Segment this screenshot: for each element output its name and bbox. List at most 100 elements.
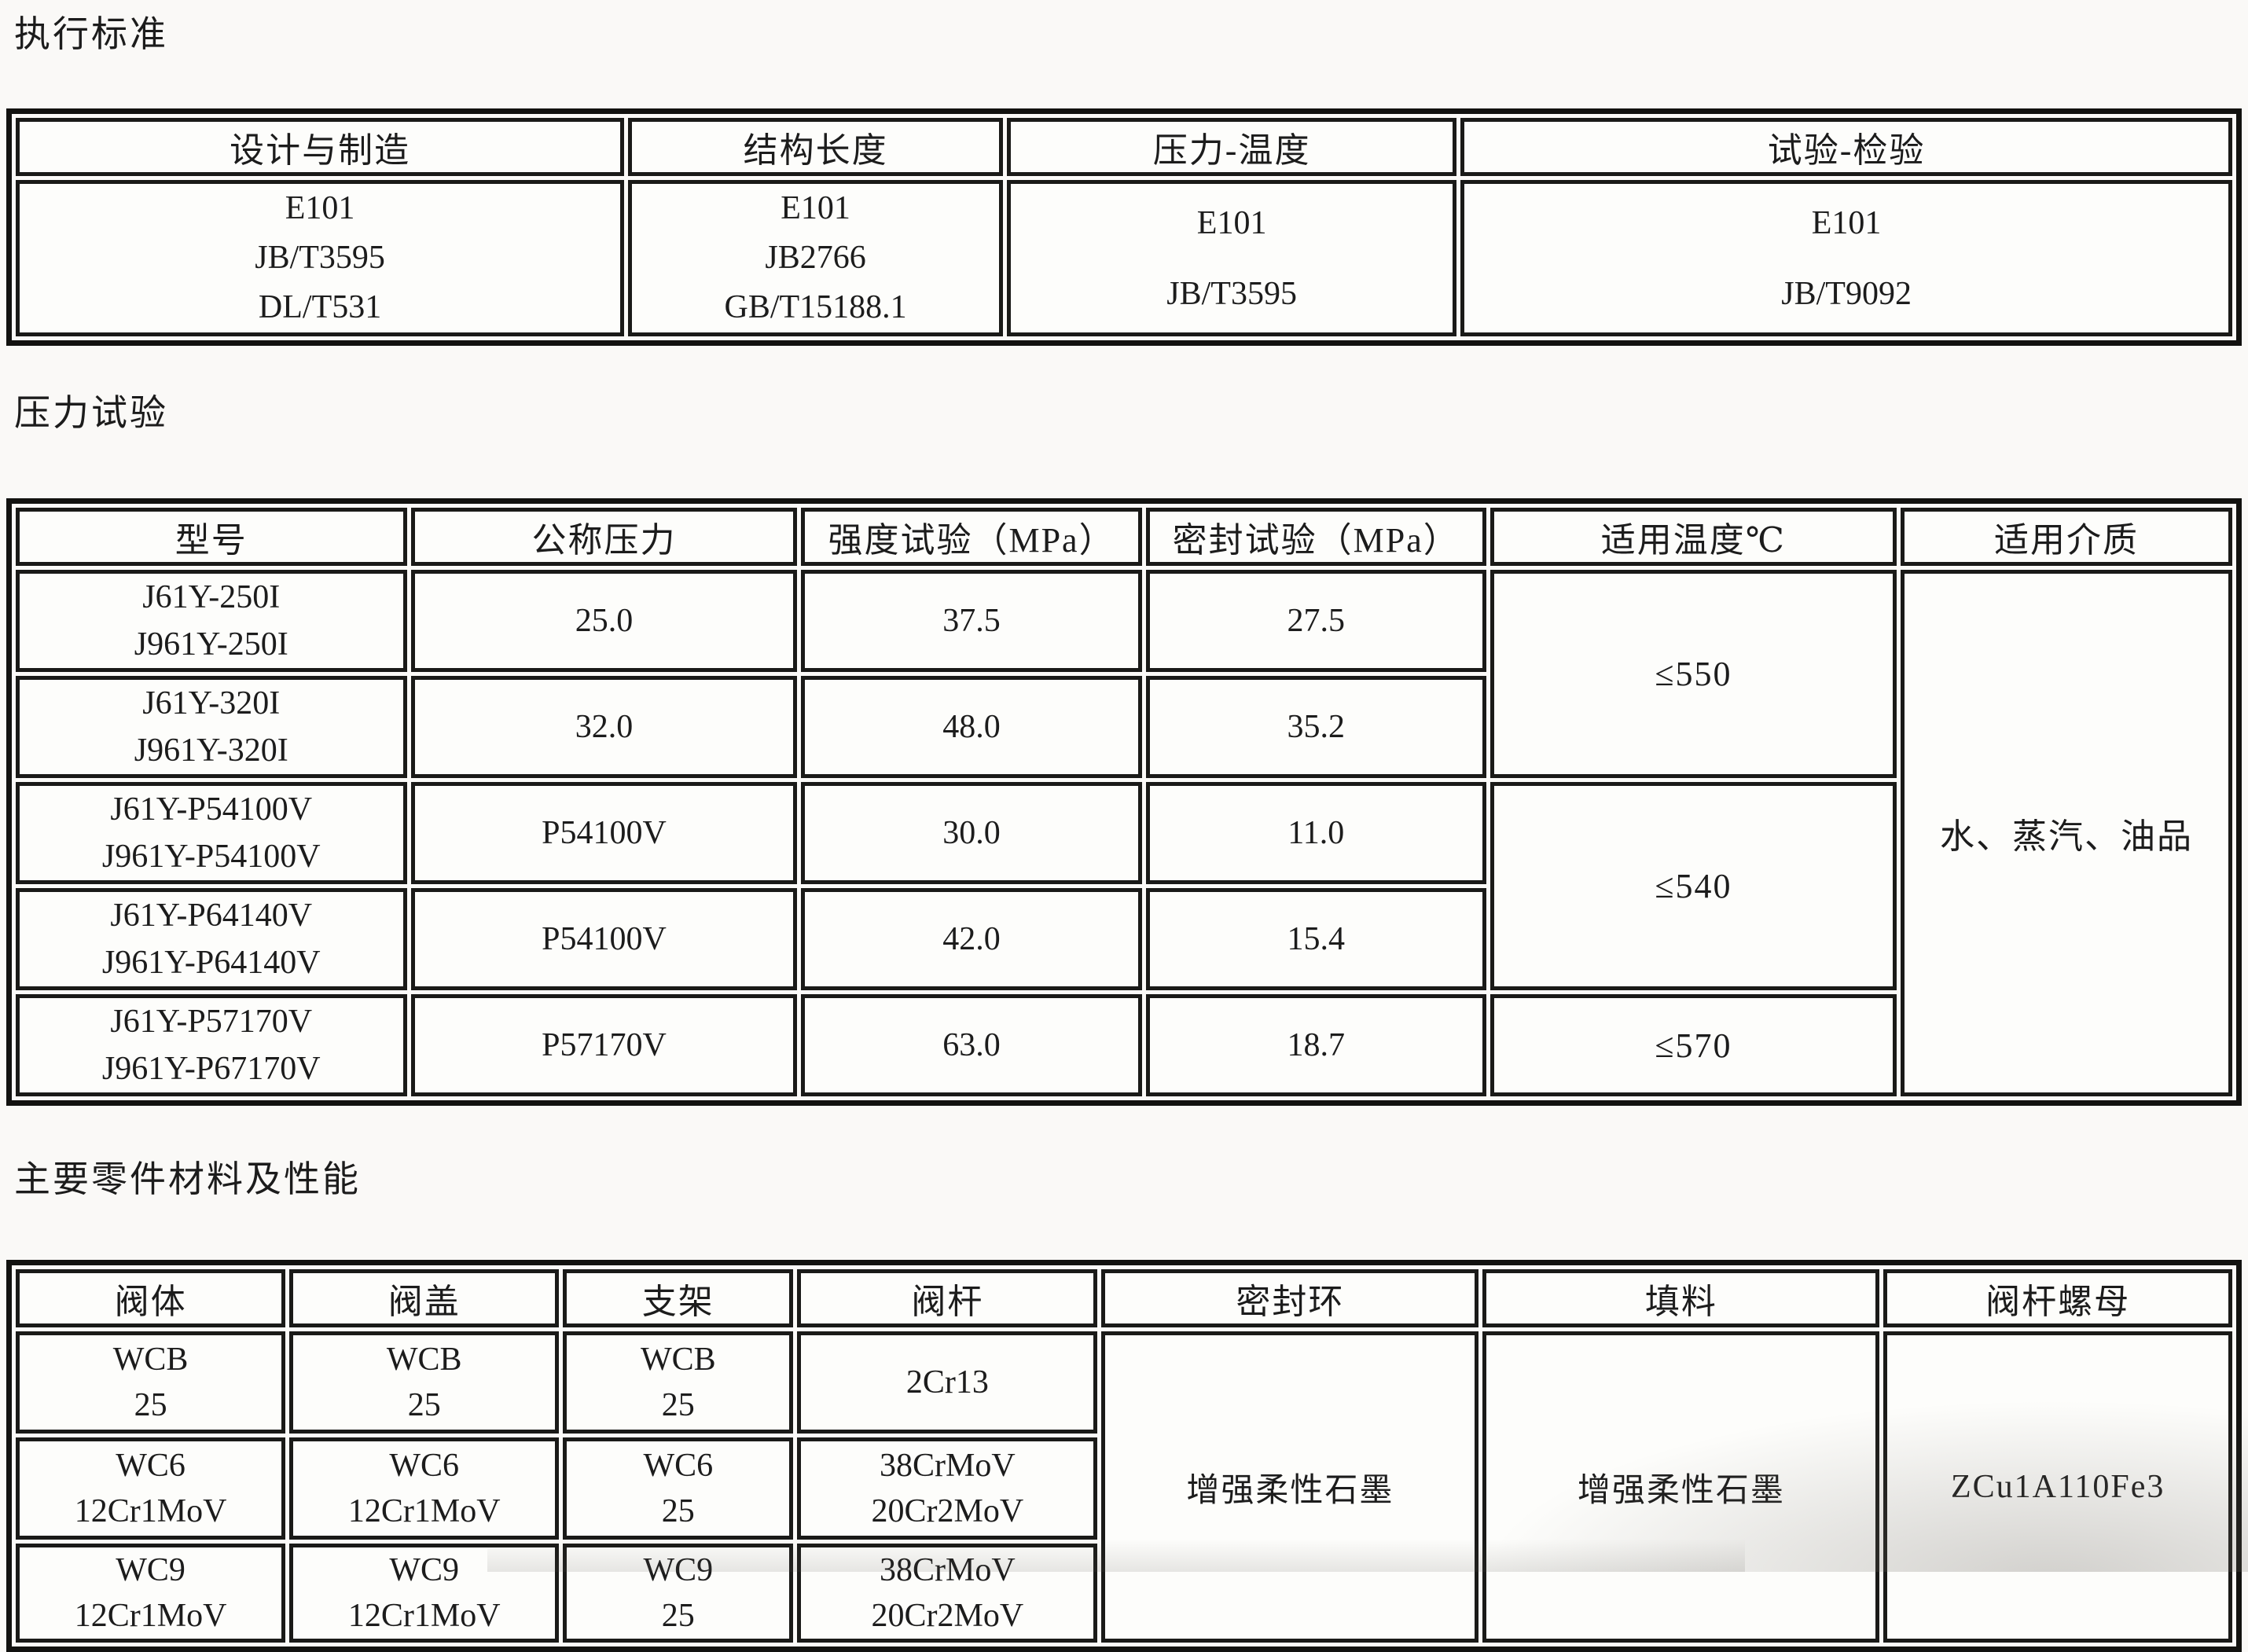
model-cell: J61Y-P57170V J961Y-P67170V: [16, 994, 407, 1096]
temperature-cell: ≤550: [1489, 570, 1897, 778]
material-code: 25: [661, 1598, 695, 1634]
standard-code: JB/T9092: [1781, 275, 1912, 312]
standards-table: 设计与制造 结构长度 压力-温度 试验-检验 E101 JB/T3595 DL/…: [6, 108, 2242, 346]
nominal-pressure-cell: P54100V: [410, 888, 798, 990]
standard-code: JB/T3595: [255, 240, 385, 276]
materials-header-stem: 阀杆: [797, 1269, 1098, 1327]
nominal-pressure-cell: P54100V: [410, 782, 798, 884]
materials-header-body: 阀体: [16, 1269, 286, 1327]
materials-header-seal-ring: 密封环: [1101, 1269, 1479, 1327]
pressure-row: J61Y-320I J961Y-320I 32.0 48.0 35.2: [16, 676, 2232, 778]
model-code: J61Y-P57170V: [110, 1004, 313, 1040]
material-code: 12Cr1MoV: [74, 1493, 227, 1529]
material-code: 25: [407, 1387, 441, 1423]
seal-test-cell: 18.7: [1145, 994, 1486, 1096]
standard-code: E101: [781, 190, 850, 226]
model-code: J61Y-P64140V: [110, 898, 313, 934]
pressure-header-medium: 适用介质: [1900, 508, 2232, 566]
bonnet-cell: WCB 25: [289, 1331, 560, 1434]
strength-test-cell: 63.0: [801, 994, 1142, 1096]
stem-cell: 38CrMoV 20Cr2MoV: [797, 1544, 1098, 1643]
standard-code: E101: [285, 190, 355, 226]
stem-cell: 2Cr13: [797, 1331, 1098, 1434]
standard-code: JB/T3595: [1166, 275, 1297, 312]
seal-test-cell: 11.0: [1145, 782, 1486, 884]
standards-header-design: 设计与制造: [16, 118, 625, 176]
standards-header-pressure-temp: 压力-温度: [1007, 118, 1457, 176]
temperature-cell: ≤570: [1489, 994, 1897, 1096]
pressure-test-table: 型号 公称压力 强度试验（MPa） 密封试验（MPa） 适用温度℃ 适用介质 J…: [6, 498, 2242, 1106]
model-cell: J61Y-P64140V J961Y-P64140V: [16, 888, 407, 990]
stem-cell: 38CrMoV 20Cr2MoV: [797, 1437, 1098, 1540]
material-code: 12Cr1MoV: [347, 1493, 501, 1529]
model-code: J961Y-P54100V: [101, 839, 321, 875]
standard-code: E101: [1811, 204, 1882, 241]
model-cell: J61Y-P54100V J961Y-P54100V: [16, 782, 407, 884]
standards-body-row: E101 JB/T3595 DL/T531 E101 JB2766 GB/T15…: [16, 180, 2232, 336]
materials-header-packing: 填料: [1482, 1269, 1880, 1327]
material-code: WCB: [386, 1342, 462, 1378]
materials-header-stem-nut: 阀杆螺母: [1883, 1269, 2232, 1327]
model-code: J961Y-250I: [134, 626, 288, 663]
standard-code: GB/T15188.1: [724, 289, 907, 325]
material-code: WC9: [643, 1552, 714, 1588]
nominal-pressure-cell: 25.0: [410, 570, 798, 672]
material-code: 20Cr2MoV: [871, 1598, 1024, 1634]
pressure-row: J61Y-250I J961Y-250I 25.0 37.5 27.5 ≤550…: [16, 570, 2232, 1096]
standards-cell-test-inspect: E101 JB/T9092: [1460, 180, 2232, 336]
bracket-cell: WCB 25: [563, 1331, 794, 1434]
bracket-cell: WC6 25: [563, 1437, 794, 1540]
bonnet-cell: WC6 12Cr1MoV: [289, 1437, 560, 1540]
pressure-header-temperature: 适用温度℃: [1489, 508, 1897, 566]
seal-test-cell: 35.2: [1145, 676, 1486, 778]
standards-cell-design: E101 JB/T3595 DL/T531: [16, 180, 625, 336]
model-code: J61Y-250I: [142, 579, 281, 615]
standards-header-length: 结构长度: [628, 118, 1004, 176]
model-cell: J61Y-250I J961Y-250I: [16, 570, 407, 672]
pressure-row: J61Y-P54100V J961Y-P54100V P54100V 30.0 …: [16, 782, 2232, 990]
section-title-pressure-test: 压力试验: [14, 393, 168, 433]
nominal-pressure-cell: P57170V: [410, 994, 798, 1096]
pressure-row: J61Y-P64140V J961Y-P64140V P54100V 42.0 …: [16, 888, 2232, 990]
valve-body-cell: WC9 12Cr1MoV: [16, 1544, 286, 1643]
material-code: 38CrMoV: [880, 1552, 1016, 1588]
standards-header-row: 设计与制造 结构长度 压力-温度 试验-检验: [16, 118, 2232, 176]
model-code: J961Y-P64140V: [101, 945, 321, 981]
standards-cell-length: E101 JB2766 GB/T15188.1: [628, 180, 1004, 336]
nominal-pressure-cell: 32.0: [410, 676, 798, 778]
material-code: 25: [661, 1493, 695, 1529]
material-code: 38CrMoV: [880, 1448, 1016, 1484]
pressure-row: J61Y-P57170V J961Y-P67170V P57170V 63.0 …: [16, 994, 2232, 1096]
temperature-cell: ≤540: [1489, 782, 1897, 990]
material-code: WCB: [640, 1342, 716, 1378]
seal-ring-cell: 增强柔性石墨: [1101, 1331, 1479, 1643]
model-code: J61Y-P54100V: [110, 791, 313, 828]
materials-row: WCB 25 WCB 25 WCB 25: [16, 1331, 2232, 1643]
medium-cell: 水、蒸汽、油品: [1900, 570, 2232, 1096]
pressure-header-row: 型号 公称压力 强度试验（MPa） 密封试验（MPa） 适用温度℃ 适用介质: [16, 508, 2232, 566]
bracket-cell: WC9 25: [563, 1544, 794, 1643]
pressure-header-model: 型号: [16, 508, 407, 566]
materials-header-row: 阀体 阀盖 支架 阀杆 密封环 填料 阀杆螺母: [16, 1269, 2232, 1327]
pressure-header-nominal: 公称压力: [410, 508, 798, 566]
standard-code: DL/T531: [258, 289, 382, 325]
strength-test-cell: 48.0: [801, 676, 1142, 778]
standard-code: E101: [1196, 204, 1267, 241]
standard-code: JB2766: [765, 240, 866, 276]
material-code: 2Cr13: [905, 1364, 989, 1401]
stem-nut-cell: ZCu1A110Fe3: [1883, 1331, 2232, 1643]
material-code: 20Cr2MoV: [871, 1493, 1024, 1529]
material-code: 25: [134, 1387, 167, 1423]
packing-cell: 增强柔性石墨: [1482, 1331, 1880, 1643]
material-code: WC6: [643, 1448, 714, 1484]
material-code: WC6: [389, 1448, 460, 1484]
materials-table: 阀体 阀盖 支架 阀杆 密封环 填料 阀杆螺母 WCB 25 W: [6, 1260, 2242, 1652]
material-code: 12Cr1MoV: [347, 1598, 501, 1634]
model-code: J61Y-320I: [142, 685, 281, 721]
strength-test-cell: 30.0: [801, 782, 1142, 884]
materials-header-bonnet: 阀盖: [289, 1269, 560, 1327]
bonnet-cell: WC9 12Cr1MoV: [289, 1544, 560, 1643]
strength-test-cell: 42.0: [801, 888, 1142, 990]
material-code: 12Cr1MoV: [74, 1598, 227, 1634]
pressure-header-strength: 强度试验（MPa）: [801, 508, 1142, 566]
